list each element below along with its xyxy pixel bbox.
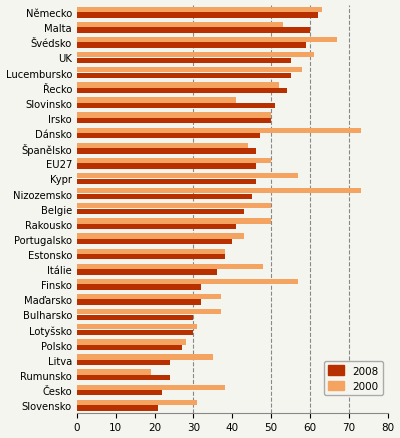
Bar: [77, 164, 256, 170]
Bar: [77, 143, 248, 148]
Bar: [77, 360, 170, 365]
Bar: [77, 315, 194, 320]
Bar: [77, 354, 213, 360]
Bar: [77, 285, 201, 290]
Bar: [77, 264, 264, 269]
Bar: [77, 294, 221, 300]
Bar: [77, 254, 224, 260]
Bar: [77, 400, 197, 405]
Bar: [77, 179, 256, 184]
Bar: [77, 113, 271, 119]
Bar: [77, 128, 361, 134]
Bar: [77, 330, 194, 335]
Bar: [77, 53, 314, 58]
Bar: [77, 204, 271, 209]
Bar: [77, 249, 224, 254]
Bar: [77, 7, 322, 13]
Bar: [77, 194, 252, 199]
Bar: [77, 234, 244, 239]
Bar: [77, 309, 221, 314]
Bar: [77, 83, 279, 88]
Bar: [77, 13, 318, 18]
Bar: [77, 28, 310, 34]
Legend: 2008, 2000: 2008, 2000: [324, 361, 383, 396]
Bar: [77, 68, 302, 73]
Bar: [77, 224, 236, 230]
Bar: [77, 43, 306, 49]
Bar: [77, 300, 201, 305]
Bar: [77, 159, 271, 164]
Bar: [77, 88, 287, 94]
Bar: [77, 119, 271, 124]
Bar: [77, 406, 158, 411]
Bar: [77, 345, 182, 350]
Bar: [77, 270, 217, 275]
Bar: [77, 219, 271, 224]
Bar: [77, 173, 298, 179]
Bar: [77, 38, 337, 43]
Bar: [77, 149, 256, 154]
Bar: [77, 390, 162, 396]
Bar: [77, 375, 170, 381]
Bar: [77, 209, 244, 215]
Bar: [77, 23, 283, 28]
Bar: [77, 134, 260, 139]
Bar: [77, 104, 275, 109]
Bar: [77, 279, 298, 284]
Bar: [77, 339, 186, 345]
Bar: [77, 98, 236, 103]
Bar: [77, 385, 224, 390]
Bar: [77, 240, 232, 245]
Bar: [77, 325, 197, 330]
Bar: [77, 370, 151, 375]
Bar: [77, 59, 291, 64]
Bar: [77, 189, 361, 194]
Bar: [77, 74, 291, 79]
